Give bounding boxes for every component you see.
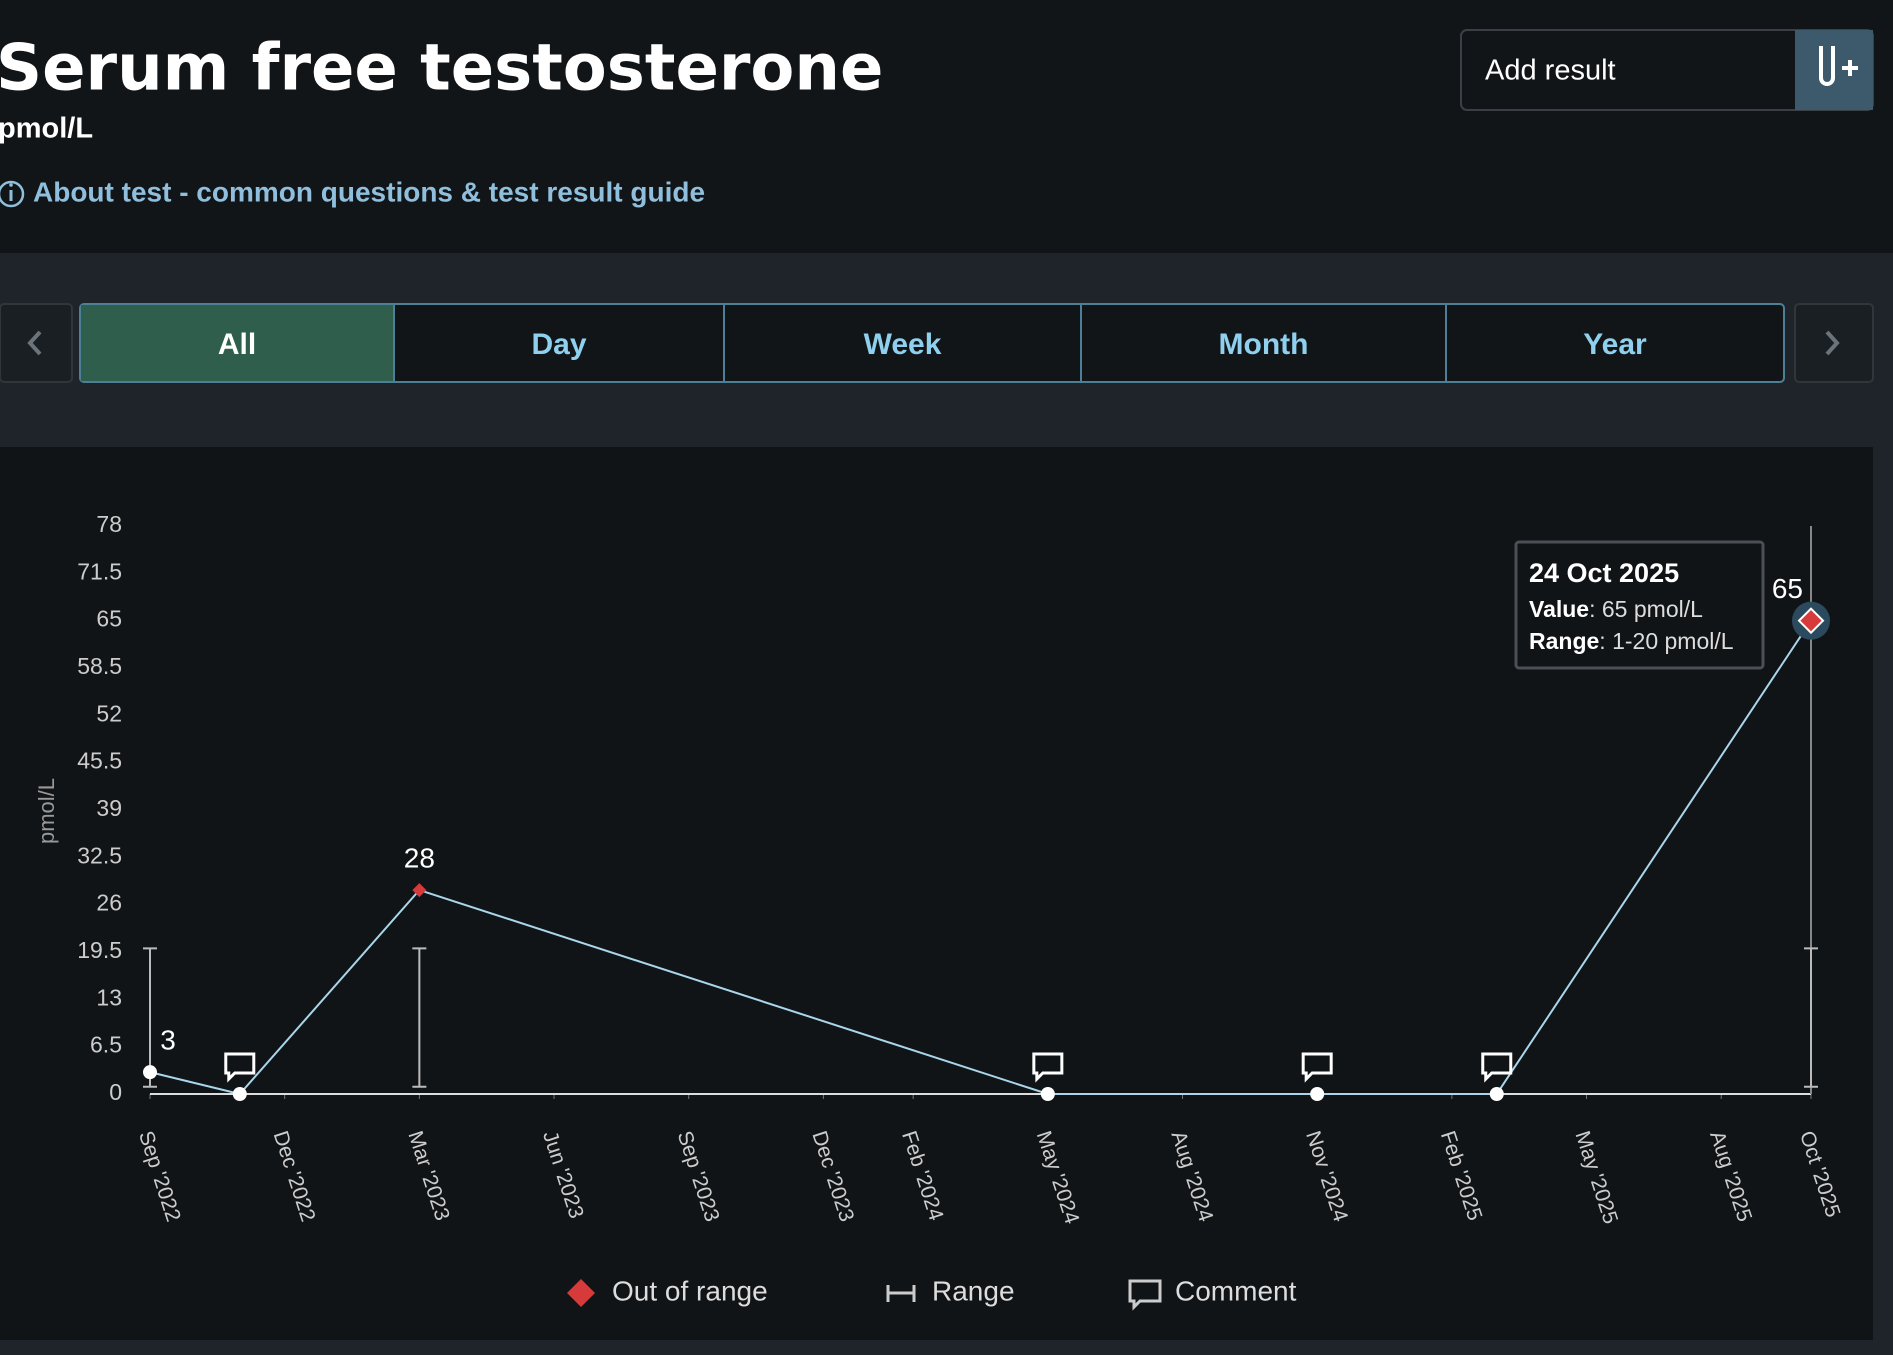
- data-label: 3: [160, 1025, 176, 1056]
- y-tick-label: 13: [96, 984, 122, 1010]
- tooltip-title: 24 Oct 2025: [1529, 558, 1679, 588]
- tooltip-text: : 65 pmol/L: [1589, 596, 1703, 622]
- tooltip-text: : 1-20 pmol/L: [1599, 628, 1733, 654]
- tab-label[interactable]: All: [218, 328, 256, 361]
- point: [1040, 1087, 1055, 1101]
- point: [143, 1065, 157, 1080]
- comment-icon: [1032, 1052, 1064, 1083]
- next-chevron: [1825, 330, 1840, 356]
- add-result-label[interactable]: Add result: [1485, 55, 1616, 87]
- page-title: Serum free testosterone: [0, 32, 883, 106]
- y-tick-label: 26: [96, 890, 122, 916]
- legend-label: Comment: [1175, 1275, 1297, 1306]
- range-bar: [412, 947, 427, 1088]
- y-tick-label: 6.5: [90, 1032, 122, 1058]
- point: [232, 1087, 247, 1101]
- tooltip-line: Value: 65 pmol/L: [1529, 596, 1703, 622]
- tooltip-key: Value: [1529, 596, 1589, 622]
- tab-label[interactable]: Day: [531, 328, 586, 361]
- y-tick-label: 0: [109, 1079, 122, 1105]
- test-tube-icon: [1819, 46, 1858, 86]
- data-label: 65: [1772, 573, 1803, 604]
- data-label: 28: [404, 842, 435, 873]
- y-tick-label: 52: [96, 700, 122, 726]
- y-tick-label: 71.5: [77, 558, 122, 584]
- legend-range-icon: [886, 1285, 916, 1302]
- point: [1310, 1087, 1325, 1101]
- legend-label: Range: [932, 1275, 1015, 1306]
- range-bar: [1804, 947, 1818, 1088]
- y-tick-label: 58.5: [77, 653, 122, 679]
- tab-label[interactable]: Month: [1219, 328, 1309, 361]
- y-tick-label: 39: [96, 795, 122, 821]
- legend-label: Out of range: [612, 1275, 768, 1306]
- tooltip-line: Range: 1-20 pmol/L: [1529, 628, 1734, 654]
- next-button[interactable]: [1794, 303, 1874, 383]
- comment-icon: [1301, 1052, 1333, 1083]
- y-axis-title: pmol/L: [34, 778, 59, 844]
- prev-button[interactable]: [0, 303, 73, 383]
- about-link[interactable]: About test - common questions & test res…: [33, 176, 705, 207]
- y-tick-label: 78: [96, 511, 122, 537]
- point-out-of-range: [1797, 607, 1825, 635]
- y-tick-label: 45.5: [77, 748, 122, 774]
- comment-icon: [224, 1052, 256, 1083]
- prev-chevron: [27, 330, 42, 356]
- tooltip-key: Range: [1529, 628, 1599, 654]
- info-icon[interactable]: [0, 180, 25, 208]
- tooltip-box: [1514, 540, 1765, 670]
- tab-label[interactable]: Week: [864, 328, 942, 361]
- tab-strip: [79, 303, 1785, 383]
- tab-active-bg: [81, 305, 394, 381]
- tab-label[interactable]: Year: [1583, 328, 1647, 361]
- unit: pmol/L: [0, 113, 93, 145]
- point: [1489, 1087, 1504, 1101]
- y-tick-label: 65: [96, 606, 122, 632]
- legend: Out of range Range Comment: [567, 1275, 1297, 1311]
- y-tick-label: 19.5: [77, 937, 122, 963]
- legend-comment-icon: [1128, 1279, 1162, 1311]
- point-out-of-range: [412, 883, 427, 898]
- range-bar: [143, 947, 157, 1088]
- legend-diamond: [567, 1279, 595, 1307]
- y-tick-label: 32.5: [77, 842, 122, 868]
- comment-icon: [1481, 1052, 1513, 1083]
